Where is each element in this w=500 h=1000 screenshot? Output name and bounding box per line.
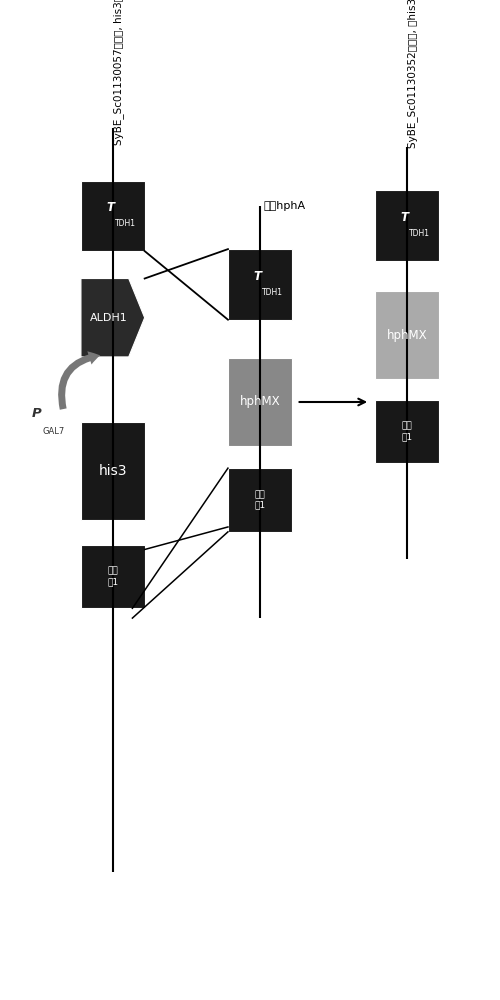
Text: hphMX: hphMX [240,395,280,408]
Text: TDH1: TDH1 [262,288,282,297]
Text: TDH1: TDH1 [114,219,136,228]
Bar [81,545,144,608]
Text: SyBE_Sc01130057基因组, his3基因附近区域: SyBE_Sc01130057基因组, his3基因附近区域 [113,0,124,145]
Bar [81,181,144,251]
Text: 同源
臁1: 同源 臁1 [107,567,118,586]
Text: his3: his3 [98,464,127,478]
Text: GAL7: GAL7 [43,427,65,436]
Text: 片殽hphA: 片殽hphA [263,201,306,211]
Bar [375,291,438,379]
Bar [81,422,144,520]
Text: TDH1: TDH1 [408,229,430,238]
Text: hphMX: hphMX [386,329,427,342]
Text: 同源
臁1: 同源 臁1 [401,422,412,441]
Text: 同源
臁1: 同源 臁1 [254,490,266,510]
Bar [375,190,438,261]
Text: T: T [400,211,408,224]
Bar [375,400,438,463]
Polygon shape [81,279,144,357]
Text: ALDH1: ALDH1 [90,313,128,323]
Text: P: P [32,407,42,420]
Bar [228,468,292,532]
Bar [228,358,292,446]
FancyArrowPatch shape [58,351,100,410]
Text: T: T [254,270,262,283]
Text: T: T [106,201,114,214]
Text: SyBE_Sc01130352基因组, 原his3基因附近区域: SyBE_Sc01130352基因组, 原his3基因附近区域 [407,0,418,148]
Bar [228,249,292,320]
